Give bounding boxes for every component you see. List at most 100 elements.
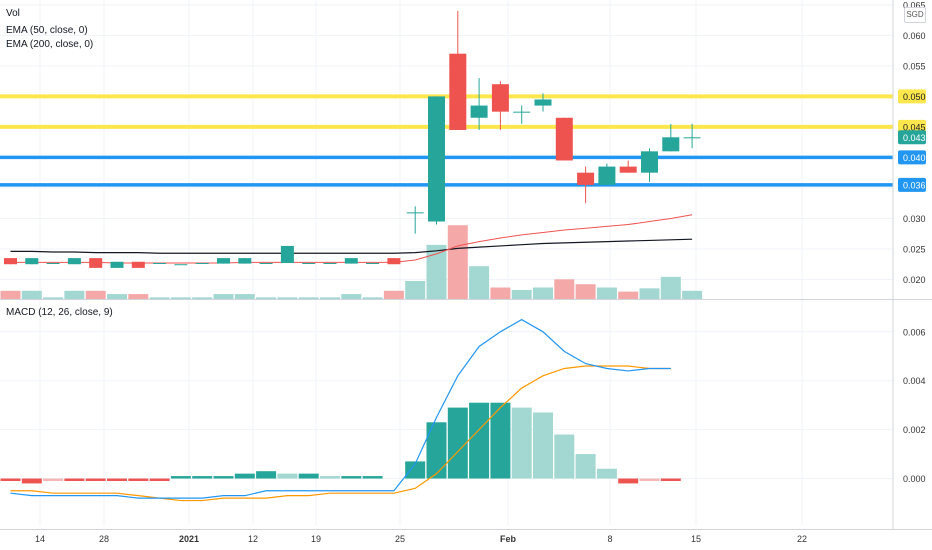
macd-histogram-bar: [192, 476, 213, 479]
time-tick-label: 28: [99, 534, 109, 544]
candle-body: [195, 262, 209, 264]
candle-body: [153, 262, 167, 264]
macd-histogram-bar: [554, 434, 575, 479]
price-label-support: 0.036: [903, 180, 926, 190]
price-tick-label: 0.060: [903, 31, 926, 41]
macd-histogram-bar: [511, 407, 532, 479]
candle-body: [110, 261, 124, 268]
candle-body: [46, 262, 60, 264]
macd-histogram-bar: [64, 478, 85, 481]
macd-histogram-bar: [405, 461, 426, 479]
volume-bar: [213, 294, 234, 299]
volume-bar: [618, 291, 639, 299]
macd-histogram-bar: [234, 473, 255, 479]
volume-bar: [469, 266, 490, 299]
macd-histogram-bar: [298, 473, 319, 479]
volume-bar: [43, 297, 64, 299]
time-tick-label: Feb: [500, 534, 517, 544]
candle-body: [174, 264, 188, 266]
price-label-bg-support: [898, 177, 926, 192]
legend-ema200[interactable]: EMA (200, close, 0): [6, 39, 94, 50]
candle-body: [641, 151, 658, 173]
macd-histogram-bar: [85, 478, 106, 481]
candle-body: [428, 96, 445, 222]
price-tick-label: 0.025: [903, 244, 926, 254]
time-tick-label: 19: [311, 534, 321, 544]
time-tick-label: 22: [797, 534, 807, 544]
price-label-bg-support: [898, 150, 926, 165]
volume-bar: [383, 290, 404, 299]
macd-histogram-bar: [149, 478, 170, 481]
volume-bar: [362, 297, 383, 299]
time-tick-label: 2021: [179, 534, 199, 544]
volume-bar: [107, 294, 127, 299]
volume-bar: [426, 244, 447, 299]
macd-histogram-bar: [618, 478, 639, 484]
volume-bar: [490, 287, 511, 299]
ema200-line: [10, 238, 693, 254]
macd-histogram-bar: [362, 476, 383, 479]
candle-body: [217, 258, 230, 264]
time-tick-label: 14: [35, 534, 45, 544]
candle-body: [302, 262, 316, 264]
macd-histogram-bar: [426, 422, 447, 479]
volume-bar: [533, 287, 553, 299]
candle-body: [577, 172, 595, 185]
time-tick-label: 15: [691, 534, 701, 544]
macd-histogram-bar: [256, 471, 277, 479]
volume-bar: [0, 290, 21, 299]
time-tick-label: 8: [607, 534, 612, 544]
candle-body: [513, 111, 531, 113]
legend-ema50[interactable]: EMA (50, close, 0): [6, 25, 88, 36]
macd-histogram-bar: [639, 478, 660, 481]
candle-body: [89, 258, 103, 268]
currency-badge[interactable]: SGD: [904, 7, 926, 23]
macd-histogram-bar: [170, 476, 191, 479]
candle-body: [259, 262, 273, 264]
candle-body: [323, 262, 337, 264]
candle-body: [555, 117, 573, 161]
volume-bar: [405, 280, 426, 299]
volume-bar: [596, 287, 617, 299]
macd-histogram-bar: [128, 478, 149, 481]
time-tick-label: 12: [248, 534, 258, 544]
volume-bar: [447, 225, 468, 299]
macd-histogram-bar: [490, 402, 511, 479]
volume-bar: [639, 288, 660, 299]
candle-body: [449, 53, 467, 130]
volume-bar: [128, 294, 149, 299]
time-tick-label: 25: [395, 534, 405, 544]
volume-bar: [149, 297, 170, 299]
price-label-bg-resistance: [898, 89, 926, 104]
legend-macd[interactable]: MACD (12, 26, close, 9): [6, 307, 113, 318]
volume-bar: [170, 297, 191, 299]
candle-body: [67, 258, 81, 265]
candle-body: [662, 137, 680, 152]
macd-tick-label: 0.004: [903, 376, 926, 386]
volume-bar: [21, 290, 42, 299]
candle-body: [25, 258, 39, 265]
volume-bar: [298, 297, 319, 299]
volume-bar: [511, 289, 532, 299]
candle-body: [683, 137, 701, 139]
price-tick-label: 0.055: [903, 61, 926, 71]
volume-bar: [554, 279, 575, 299]
volume-bar: [660, 276, 681, 299]
macd-tick-label: 0.006: [903, 327, 926, 337]
candle-body: [4, 258, 17, 265]
macd-histogram-bar: [320, 476, 340, 479]
price-label-resistance: 0.050: [903, 92, 926, 102]
price-tick-label: 0.065: [903, 0, 926, 10]
macd-histogram-bar: [21, 478, 42, 484]
macd-histogram-bar: [575, 454, 596, 479]
macd-tick-label: 0.000: [903, 474, 926, 484]
candle-body: [238, 258, 252, 264]
candle-body: [470, 105, 488, 118]
volume-bar: [192, 297, 213, 299]
candle-body: [406, 212, 424, 214]
candle-body: [598, 166, 616, 185]
legend-vol[interactable]: Vol: [6, 8, 20, 19]
volume-bar: [575, 284, 596, 299]
volume-bar: [682, 290, 703, 299]
